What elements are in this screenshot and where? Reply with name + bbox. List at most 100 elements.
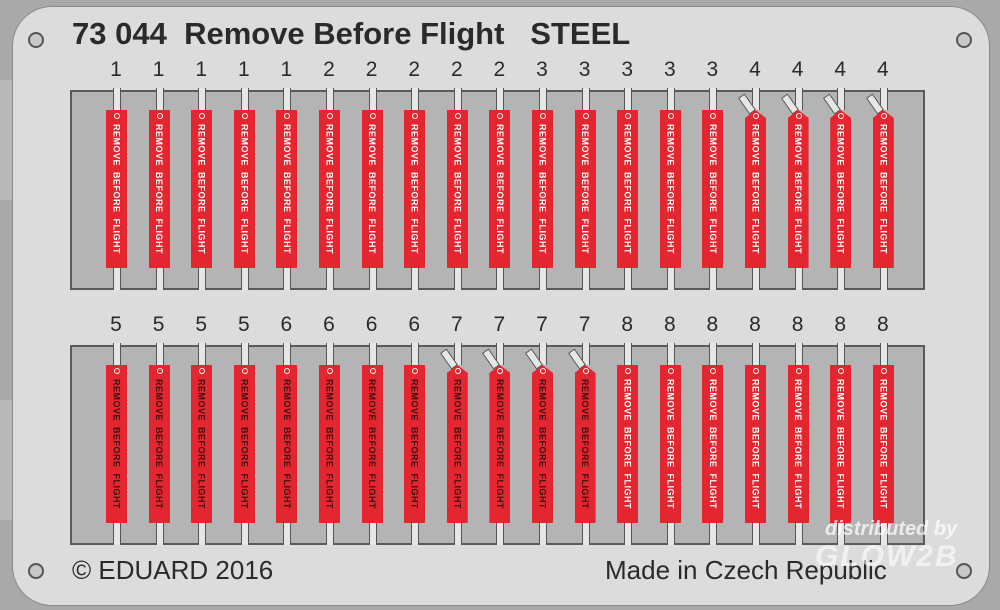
- remove-before-flight-tag: REMOVE BEFORE FLIGHT: [830, 110, 852, 268]
- remove-before-flight-tag: REMOVE BEFORE FLIGHT: [702, 110, 724, 268]
- attachment-gate: [752, 523, 760, 545]
- attachment-gate: [155, 523, 164, 545]
- part-number-label: 3: [663, 58, 676, 81]
- watermark-logo: GLOW2B: [815, 540, 959, 573]
- attachment-gate: [496, 343, 505, 365]
- tag-grommet: [114, 368, 120, 374]
- tag-grommet: [156, 368, 163, 374]
- attachment-gate: [240, 343, 249, 365]
- attachment-gate: [326, 523, 334, 545]
- remove-before-flight-tag: REMOVE BEFORE FLIGHT: [489, 110, 511, 268]
- attachment-gate: [539, 523, 547, 545]
- remove-before-flight-tag: REMOVE BEFORE FLIGHT: [617, 365, 639, 523]
- attachment-gate: [837, 88, 846, 110]
- attachment-gate: [539, 343, 547, 365]
- attachment-gate: [283, 343, 292, 365]
- tag-text: REMOVE BEFORE FLIGHT: [367, 124, 378, 255]
- tag-text: REMOVE BEFORE FLIGHT: [367, 379, 378, 510]
- attachment-gate: [581, 343, 590, 365]
- tag-grommet: [454, 368, 461, 374]
- tag-text: REMOVE BEFORE FLIGHT: [281, 124, 292, 255]
- attachment-gate: [709, 268, 718, 290]
- attachment-gate: [411, 523, 420, 545]
- tag-text: REMOVE BEFORE FLIGHT: [239, 124, 250, 255]
- remove-before-flight-tag: REMOVE BEFORE FLIGHT: [617, 110, 639, 268]
- attachment-gate: [709, 343, 718, 365]
- part-number-label: 5: [152, 313, 165, 336]
- part-number-label: 2: [408, 58, 421, 81]
- attachment-gate: [453, 343, 462, 365]
- fret-edge-tab: [0, 80, 12, 200]
- attachment-gate: [581, 523, 590, 545]
- remove-before-flight-tag: REMOVE BEFORE FLIGHT: [319, 110, 340, 268]
- fret-title: 73 044 Remove Before Flight STEEL: [72, 16, 630, 52]
- tag-text: REMOVE BEFORE FLIGHT: [878, 124, 889, 255]
- part-number-label: 4: [749, 58, 761, 81]
- tag-text: REMOVE BEFORE FLIGHT: [793, 124, 804, 255]
- tag-grommet: [156, 113, 163, 119]
- part-number-label: 7: [450, 313, 463, 336]
- attachment-gate: [539, 268, 547, 290]
- origin-text: Made in Czech Republic: [605, 555, 887, 585]
- attachment-gate: [794, 523, 803, 545]
- tag-text: REMOVE BEFORE FLIGHT: [750, 379, 761, 510]
- part-number-label: 8: [749, 313, 761, 336]
- remove-before-flight-tag: REMOVE BEFORE FLIGHT: [361, 365, 383, 523]
- part-number-label: 6: [323, 313, 335, 336]
- fret-edge-tab: [0, 400, 12, 520]
- remove-before-flight-tag: REMOVE BEFORE FLIGHT: [106, 365, 127, 523]
- tag-grommet: [625, 368, 632, 374]
- remove-before-flight-tag: REMOVE BEFORE FLIGHT: [361, 110, 383, 268]
- tag-grommet: [369, 368, 376, 374]
- tag-grommet: [753, 368, 759, 374]
- tag-grommet: [582, 368, 589, 374]
- part-number-label: 2: [493, 58, 506, 81]
- remove-before-flight-tag: REMOVE BEFORE FLIGHT: [191, 365, 213, 523]
- attachment-gate: [113, 523, 121, 545]
- remove-before-flight-tag: REMOVE BEFORE FLIGHT: [404, 110, 426, 268]
- attachment-gate: [453, 268, 462, 290]
- tag-grommet: [241, 368, 248, 374]
- tag-text: REMOVE BEFORE FLIGHT: [324, 124, 335, 255]
- remove-before-flight-tag: REMOVE BEFORE FLIGHT: [659, 365, 681, 523]
- attachment-gate: [453, 523, 462, 545]
- mounting-hole: [956, 32, 972, 48]
- tag-text: REMOVE BEFORE FLIGHT: [494, 379, 505, 510]
- attachment-gate: [496, 268, 505, 290]
- tag-text: REMOVE BEFORE FLIGHT: [878, 379, 889, 510]
- attachment-gate: [198, 88, 207, 110]
- attachment-gate: [240, 268, 249, 290]
- attachment-gate: [879, 343, 888, 365]
- part-number: 73 044: [72, 16, 167, 51]
- attachment-gate: [624, 523, 633, 545]
- part-number-label: 8: [706, 313, 719, 336]
- attachment-gate: [283, 523, 292, 545]
- attachment-gate: [709, 523, 718, 545]
- attachment-gate: [581, 268, 590, 290]
- remove-before-flight-tag: REMOVE BEFORE FLIGHT: [872, 110, 894, 268]
- attachment-gate: [666, 268, 675, 290]
- attachment-gate: [326, 343, 334, 365]
- part-number-label: 2: [365, 58, 378, 81]
- attachment-gate: [283, 88, 292, 110]
- part-number-label: 2: [450, 58, 463, 81]
- tag-text: REMOVE BEFORE FLIGHT: [111, 124, 122, 255]
- tag-text: REMOVE BEFORE FLIGHT: [154, 379, 165, 510]
- tag-grommet: [625, 113, 632, 119]
- attachment-gate: [113, 268, 121, 290]
- attachment-gate: [368, 88, 377, 110]
- remove-before-flight-tag: REMOVE BEFORE FLIGHT: [745, 365, 766, 523]
- tag-grommet: [667, 113, 674, 119]
- part-number-label: 1: [195, 58, 208, 81]
- tag-text: REMOVE BEFORE FLIGHT: [537, 379, 548, 510]
- part-number-label: 4: [876, 58, 889, 81]
- tag-grommet: [497, 113, 504, 119]
- tag-text: REMOVE BEFORE FLIGHT: [665, 124, 676, 255]
- part-number-label: 1: [280, 58, 293, 81]
- remove-before-flight-tag: REMOVE BEFORE FLIGHT: [532, 365, 553, 523]
- tag-grommet: [369, 113, 376, 119]
- attachment-gate: [113, 88, 121, 110]
- remove-before-flight-tag: REMOVE BEFORE FLIGHT: [532, 110, 553, 268]
- part-number-label: 8: [876, 313, 889, 336]
- attachment-gate: [837, 268, 846, 290]
